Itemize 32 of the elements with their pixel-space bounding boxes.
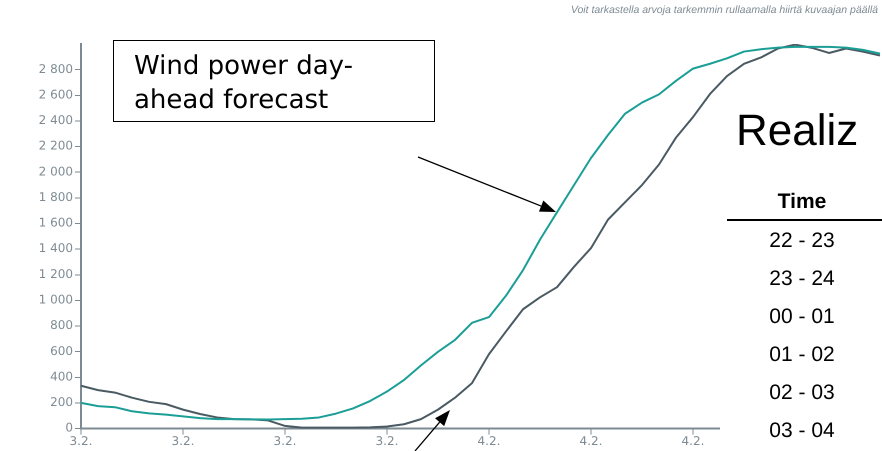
annotation: 02 - 03 [768, 381, 836, 405]
x-tick-label: 4.2. [478, 434, 500, 448]
y-tick-label: 1 000 [38, 292, 73, 307]
x-tick-label: 3.2. [274, 434, 296, 448]
y-tick-label: 600 [50, 344, 73, 358]
y-tick-label: 1 600 [38, 216, 73, 230]
y-tick-label: 2 400 [38, 113, 73, 128]
y-tick-label: 2 000 [38, 164, 73, 178]
y-tick-label: 2 600 [38, 87, 73, 102]
annotation: 01 - 02 [768, 343, 836, 367]
y-tick-label: 1 200 [38, 266, 73, 281]
x-tick-label: 4.2. [580, 434, 602, 448]
text-box: Wind power day-ahead forecast [113, 40, 435, 122]
y-tick-label: 400 [50, 369, 73, 384]
annotation: 23 - 24 [768, 267, 836, 291]
x-tick-label: 3.2. [70, 434, 92, 448]
y-tick-label: 800 [50, 318, 73, 332]
y-tick-label: 2 200 [38, 138, 73, 153]
annotation: 03 - 04 [768, 419, 836, 443]
annotation: Time [776, 190, 828, 214]
x-tick-label: 3.2. [376, 434, 398, 448]
y-tick-label: 1 800 [38, 190, 73, 204]
annotation: Realiz [736, 106, 858, 156]
annotation: 00 - 01 [768, 305, 836, 329]
text: Voit tarkastella arvoja tarkemmin rullaamalla hiirtä kuvaajan päällä [570, 4, 878, 16]
y-tick-label: 0 [65, 420, 73, 435]
y-tick-label: 200 [50, 395, 73, 410]
x-tick-label: 4.2. [682, 434, 704, 448]
y-tick-label: 1 400 [38, 241, 73, 256]
annotation: 22 - 23 [768, 229, 836, 253]
x-tick-label: 3.2. [172, 434, 194, 448]
y-tick-label: 2 800 [38, 62, 73, 76]
